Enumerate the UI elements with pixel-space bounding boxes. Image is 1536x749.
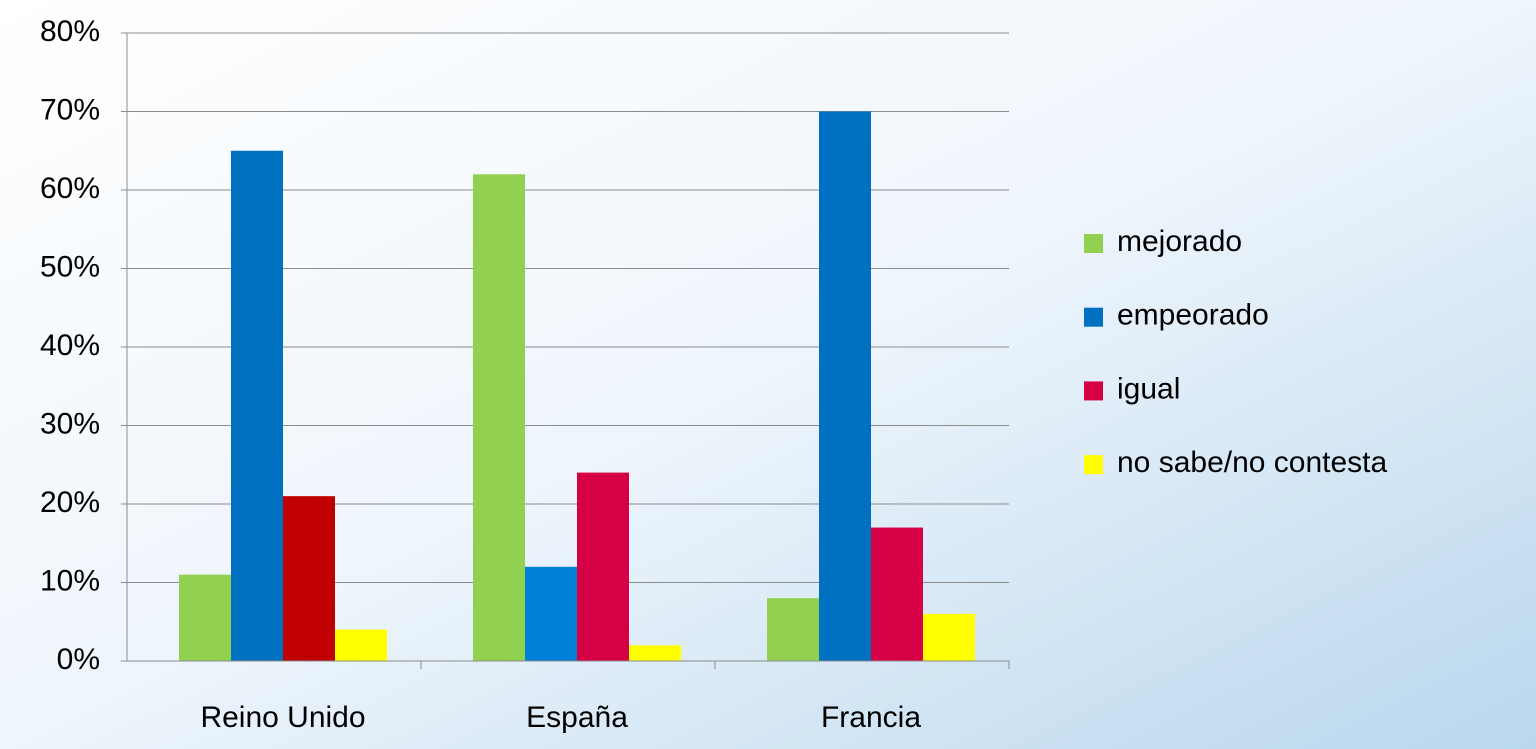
legend-swatch [1084,234,1103,253]
y-tick-label: 60% [40,172,100,205]
legend-swatch [1084,381,1103,401]
x-tick-label: Reino Unido [200,701,365,734]
x-tick-label: España [526,701,628,734]
x-tick-label: Francia [821,701,921,734]
bar [871,527,923,661]
y-tick-label: 10% [40,564,100,597]
bar [819,111,871,661]
bar [283,496,335,661]
legend-label: igual [1117,372,1180,405]
legend-label: empeorado [1117,299,1269,332]
y-tick-label: 30% [40,407,100,440]
y-tick-label: 0% [57,643,100,676]
bar [923,613,975,661]
y-tick-label: 50% [40,250,100,283]
bar [473,174,525,662]
bar [577,472,629,661]
bar [335,629,387,661]
y-tick-label: 80% [40,15,100,48]
legend-swatch [1084,307,1103,327]
bar [525,566,577,661]
bar [231,150,283,661]
legend-label: no sabe/no contesta [1117,446,1388,479]
y-tick-label: 40% [40,329,100,362]
bar [767,598,819,661]
legend-label: mejorado [1117,225,1242,258]
y-tick-label: 20% [40,486,100,519]
legend-swatch [1084,455,1103,475]
bar [179,574,231,661]
y-tick-label: 70% [40,93,100,126]
bar [629,645,681,661]
